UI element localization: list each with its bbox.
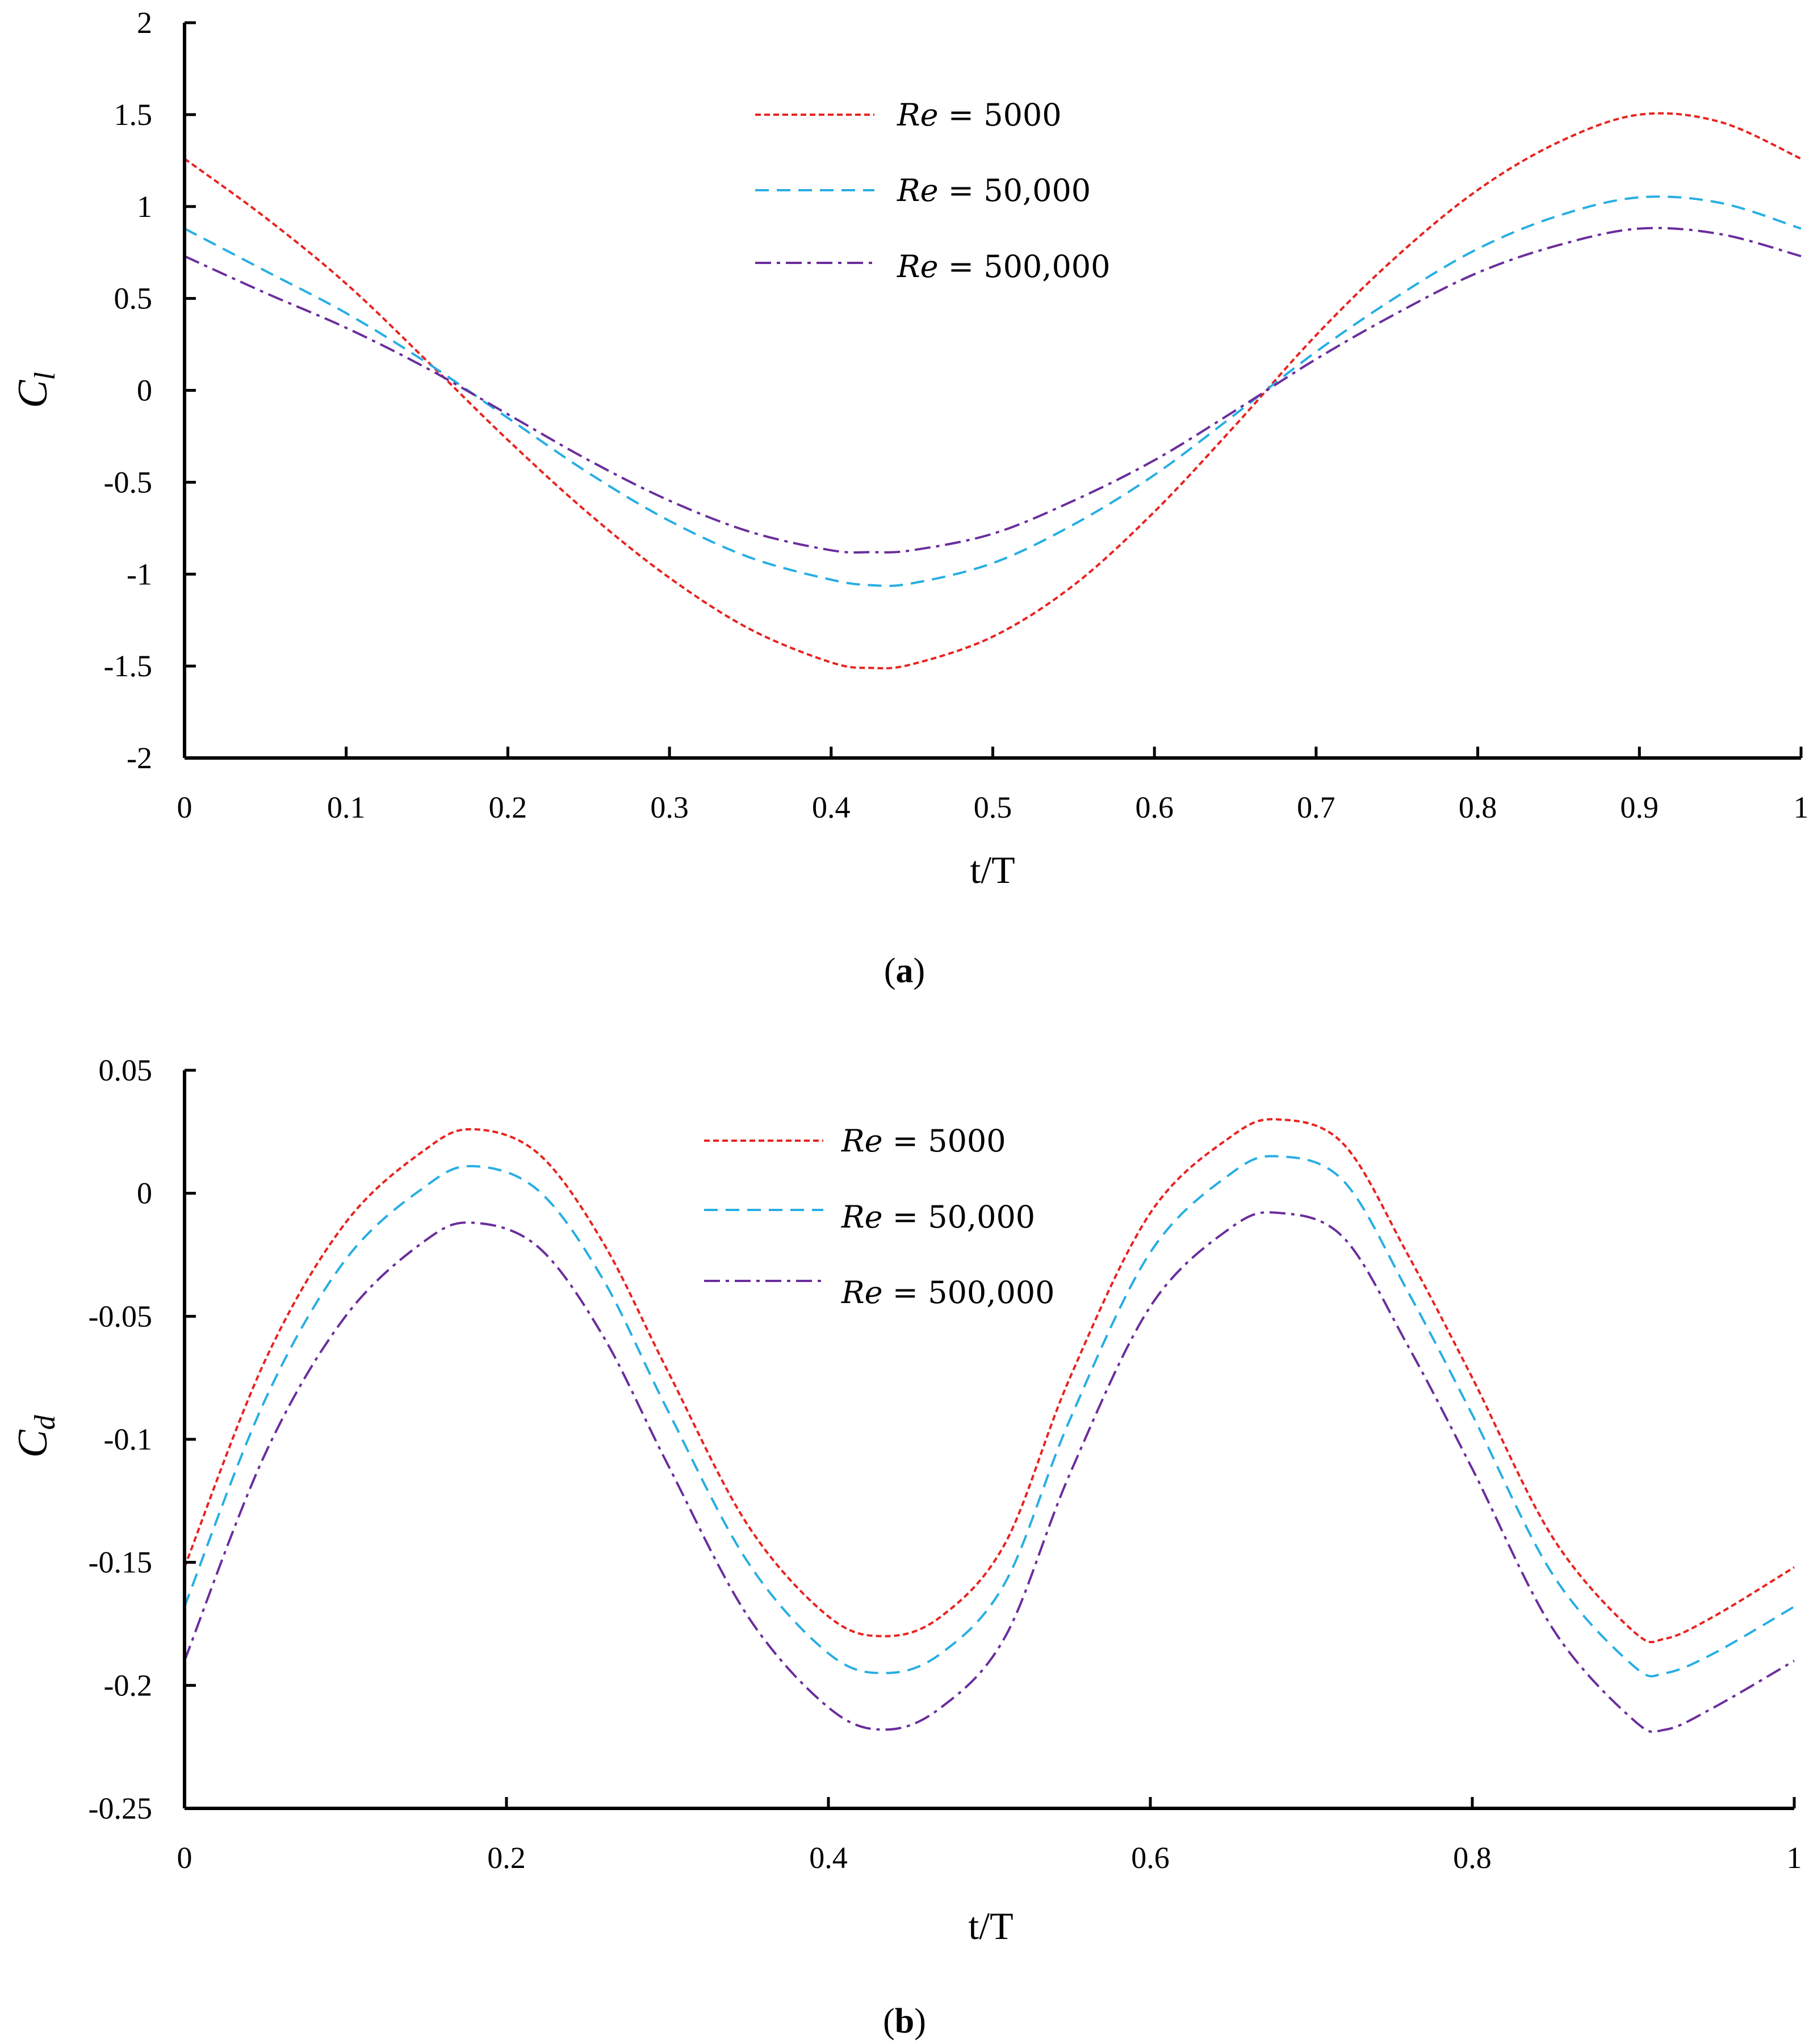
panel-b-y-tick-label: 0 <box>137 1176 152 1211</box>
panel-a-y-tick-label: -0.5 <box>104 465 152 499</box>
panel-b-legend-label-re-500000: Re = 500,000 <box>841 1275 1055 1310</box>
panel-a-series-layer <box>183 112 1802 669</box>
panel-b-series-layer <box>183 1118 1795 1733</box>
panel-b-y-tick-label: -0.25 <box>89 1791 152 1825</box>
panel-a-y-axis-title: Cl <box>10 372 61 408</box>
panel-b-series-re-50-000 <box>183 1155 1795 1678</box>
panel-a-x-tick-label: 0.4 <box>812 790 851 824</box>
panel-b-series-re-500-000 <box>183 1211 1795 1733</box>
panel-a-series-re-5000 <box>183 112 1802 669</box>
panel-a-y-tick-label: -2 <box>127 741 152 775</box>
panel-a-legend-label-re-50000: Re = 50,000 <box>897 173 1091 208</box>
panel-b-series-re-5000 <box>183 1118 1795 1644</box>
panel-b-y-tick-label: -0.15 <box>89 1545 152 1580</box>
panel-a-y-ticks: 2 1.5 1 0.5 0 -0.5 -1 -1.5 -2 <box>104 6 196 775</box>
panel-b-x-tick-label: 0.6 <box>1131 1841 1170 1875</box>
panel-b-x-tick-label: 0.4 <box>809 1841 848 1875</box>
panel-b-legend-label-re-5000: Re = 5000 <box>841 1123 1006 1159</box>
panel-b-y-tick-label: 0.05 <box>99 1053 153 1087</box>
panel-b-x-tick-label: 0 <box>177 1841 192 1875</box>
panel-a-legend-label-re-5000: Re = 5000 <box>897 97 1062 133</box>
panel-a-x-tick-label: 0 <box>177 790 192 824</box>
panel-a-y-tick-label: -1.5 <box>104 649 152 683</box>
panel-a-x-tick-label: 0.8 <box>1459 790 1497 824</box>
panel-a-x-tick-label: 0.1 <box>327 790 366 824</box>
panel-b-y-tick-label: -0.05 <box>89 1299 152 1333</box>
panel-a-y-tick-label: 0 <box>137 374 152 408</box>
panel-a-y-tick-label: 1.5 <box>114 98 153 132</box>
panel-a-y-tick-label: -1 <box>127 557 152 591</box>
panel-a-y-tick-label: 0.5 <box>114 282 153 316</box>
panel-b-legend-label-re-50000: Re = 50,000 <box>841 1199 1035 1235</box>
panel-a-x-tick-label: 0.7 <box>1297 790 1335 824</box>
panel-b-drag-coefficient: 0.050-0.05-0.1-0.15-0.2-0.25 0 0.2 0.4 0.6 0… <box>10 1053 1802 2041</box>
panel-a-x-tick-label: 0.6 <box>1135 790 1174 824</box>
panel-b-legend: Re = 5000 Re = 50,000 Re = 500,000 <box>704 1123 1055 1310</box>
panel-a-x-axis-title: t/T <box>970 848 1015 891</box>
panel-b-x-tick-label: 0.2 <box>487 1841 526 1875</box>
panel-a-x-tick-label: 0.5 <box>974 790 1012 824</box>
panel-a-caption: (a) <box>884 952 925 990</box>
panel-b-x-tick-label: 0.8 <box>1453 1841 1492 1875</box>
panel-a-x-tick-label: 0.9 <box>1620 790 1659 824</box>
panel-a-y-tick-label: 2 <box>137 6 152 40</box>
panel-a-y-tick-label: 1 <box>137 190 152 224</box>
panel-a-x-tick-label: 1 <box>1794 790 1809 824</box>
panel-b-y-tick-label: -0.2 <box>104 1668 152 1702</box>
panel-b-y-ticks: 0.05 0 -0.05 -0.1 -0.15 -0.2 -0.25 <box>89 1053 196 1825</box>
panel-a-legend: Re = 5000 Re = 50,000 Re = 500,000 <box>755 97 1111 284</box>
panel-b-y-axis-title: Cd <box>10 1414 61 1457</box>
panel-a-x-tick-label: 0.2 <box>489 790 527 824</box>
panel-b-x-tick-label: 1 <box>1787 1841 1802 1875</box>
panel-a-legend-label-re-500000: Re = 500,000 <box>897 249 1111 284</box>
panel-b-x-ticks: 0 0.2 0.4 0.6 0.8 1 <box>177 1797 1802 1875</box>
panel-b-x-axis-title: t/T <box>968 1904 1013 1947</box>
panel-a-lift-coefficient: 2 1.5 1 0.5 0 -0.5 -1 -1.5 -2 0 0.1 0.2 0.3 0.4 0.5 0.… <box>10 6 1809 990</box>
panel-a-x-ticks: 0 0.1 0.2 0.3 0.4 0.5 0.6 0.7 0.8 0.9 1 <box>177 747 1809 824</box>
panel-a-x-tick-label: 0.3 <box>650 790 689 824</box>
panel-b-caption: (b) <box>883 2002 926 2041</box>
panel-b-y-tick-label: -0.1 <box>104 1422 152 1456</box>
panel-a-series-re-50-000 <box>184 195 1802 587</box>
panel-a-series-re-500-000 <box>184 227 1802 554</box>
